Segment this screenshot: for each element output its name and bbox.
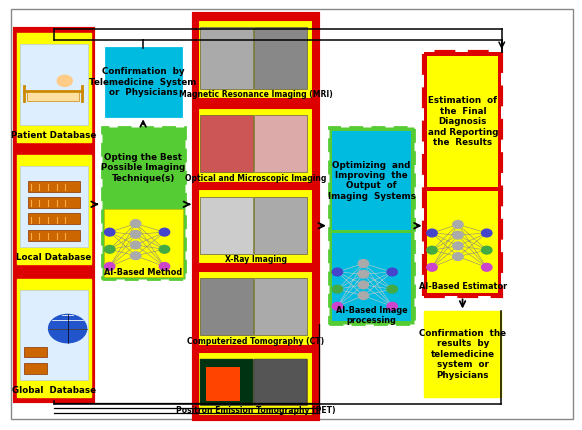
Circle shape (105, 263, 115, 270)
Circle shape (358, 281, 368, 289)
Circle shape (481, 264, 492, 271)
Circle shape (453, 253, 463, 261)
FancyBboxPatch shape (427, 56, 498, 187)
FancyBboxPatch shape (198, 271, 313, 346)
FancyBboxPatch shape (10, 9, 573, 418)
Circle shape (453, 231, 463, 239)
Circle shape (130, 241, 141, 249)
FancyBboxPatch shape (198, 189, 313, 264)
Circle shape (130, 220, 141, 227)
FancyBboxPatch shape (17, 33, 91, 142)
Text: Local Database: Local Database (16, 253, 92, 262)
FancyBboxPatch shape (20, 166, 88, 247)
Circle shape (427, 229, 437, 237)
Circle shape (48, 314, 87, 343)
Text: AI-Based Method: AI-Based Method (104, 267, 183, 276)
FancyBboxPatch shape (17, 155, 91, 264)
Circle shape (332, 302, 343, 310)
FancyBboxPatch shape (102, 127, 185, 280)
FancyBboxPatch shape (28, 181, 80, 192)
FancyBboxPatch shape (200, 278, 253, 335)
Circle shape (159, 228, 169, 236)
Circle shape (130, 252, 141, 260)
FancyBboxPatch shape (254, 359, 307, 405)
Circle shape (481, 246, 492, 254)
FancyBboxPatch shape (17, 280, 91, 397)
FancyBboxPatch shape (24, 363, 47, 374)
Circle shape (57, 75, 72, 86)
Circle shape (105, 246, 115, 253)
Text: Estimation  of
the  Final
Diagnosis
and Reporting
the  Results: Estimation of the Final Diagnosis and Re… (428, 96, 498, 147)
FancyBboxPatch shape (254, 197, 307, 254)
Text: Computerized Tomography (CT): Computerized Tomography (CT) (187, 337, 324, 346)
FancyBboxPatch shape (104, 209, 183, 277)
Circle shape (332, 268, 343, 276)
Circle shape (159, 246, 169, 253)
FancyBboxPatch shape (254, 27, 307, 89)
FancyBboxPatch shape (332, 233, 411, 321)
FancyBboxPatch shape (254, 115, 307, 172)
FancyBboxPatch shape (15, 28, 93, 402)
FancyBboxPatch shape (200, 197, 253, 254)
Circle shape (332, 285, 343, 293)
FancyBboxPatch shape (200, 359, 253, 405)
FancyBboxPatch shape (329, 127, 414, 324)
Text: Optimizing  and
Improving  the
Output  of
Imaging  Systems: Optimizing and Improving the Output of I… (328, 161, 416, 201)
Text: Confirmation  by
Telemedicine  System
or  Physicians: Confirmation by Telemedicine System or P… (90, 67, 197, 97)
Circle shape (387, 285, 398, 293)
FancyBboxPatch shape (200, 359, 253, 405)
Circle shape (159, 263, 169, 270)
FancyBboxPatch shape (198, 108, 313, 183)
FancyBboxPatch shape (427, 191, 498, 293)
FancyBboxPatch shape (254, 278, 307, 335)
Circle shape (358, 260, 368, 267)
Circle shape (358, 270, 368, 278)
Circle shape (130, 230, 141, 238)
FancyBboxPatch shape (200, 27, 253, 89)
Circle shape (427, 264, 437, 271)
FancyBboxPatch shape (28, 230, 80, 241)
FancyBboxPatch shape (254, 359, 307, 405)
FancyBboxPatch shape (104, 132, 183, 204)
FancyBboxPatch shape (27, 92, 79, 101)
Text: Global  Database: Global Database (12, 386, 96, 395)
FancyBboxPatch shape (198, 20, 313, 99)
Text: Patient Database: Patient Database (12, 131, 97, 140)
Text: AI-Based Image
processing: AI-Based Image processing (336, 306, 407, 326)
Text: Positron Emission Tomography (PET): Positron Emission Tomography (PET) (176, 406, 336, 415)
Text: AI-Based Estimator: AI-Based Estimator (419, 282, 507, 291)
FancyBboxPatch shape (206, 366, 240, 401)
FancyBboxPatch shape (28, 197, 80, 208)
FancyBboxPatch shape (28, 213, 80, 224)
Text: Opting the Best
Possible Imaging
Technique(s): Opting the Best Possible Imaging Techniq… (101, 153, 186, 183)
FancyBboxPatch shape (194, 14, 318, 418)
FancyBboxPatch shape (24, 347, 47, 357)
Circle shape (387, 302, 398, 310)
Circle shape (387, 268, 398, 276)
Text: X-Ray Imaging: X-Ray Imaging (225, 255, 287, 264)
FancyBboxPatch shape (20, 43, 88, 125)
Text: Optical and Microscopic Imaging: Optical and Microscopic Imaging (185, 174, 327, 183)
FancyBboxPatch shape (200, 115, 253, 172)
Circle shape (358, 292, 368, 299)
FancyBboxPatch shape (106, 48, 180, 117)
FancyBboxPatch shape (20, 290, 88, 380)
FancyBboxPatch shape (198, 352, 313, 415)
Text: Magnetic Resonance Imaging (MRI): Magnetic Resonance Imaging (MRI) (179, 90, 333, 99)
FancyBboxPatch shape (424, 52, 501, 296)
Circle shape (453, 221, 463, 228)
Circle shape (105, 228, 115, 236)
Circle shape (427, 246, 437, 254)
Circle shape (453, 242, 463, 250)
Text: Confirmation  the
results  by
telemedicine
system  or
Physicians: Confirmation the results by telemedicine… (419, 329, 506, 380)
FancyBboxPatch shape (424, 311, 501, 397)
FancyBboxPatch shape (332, 132, 411, 230)
Circle shape (481, 229, 492, 237)
